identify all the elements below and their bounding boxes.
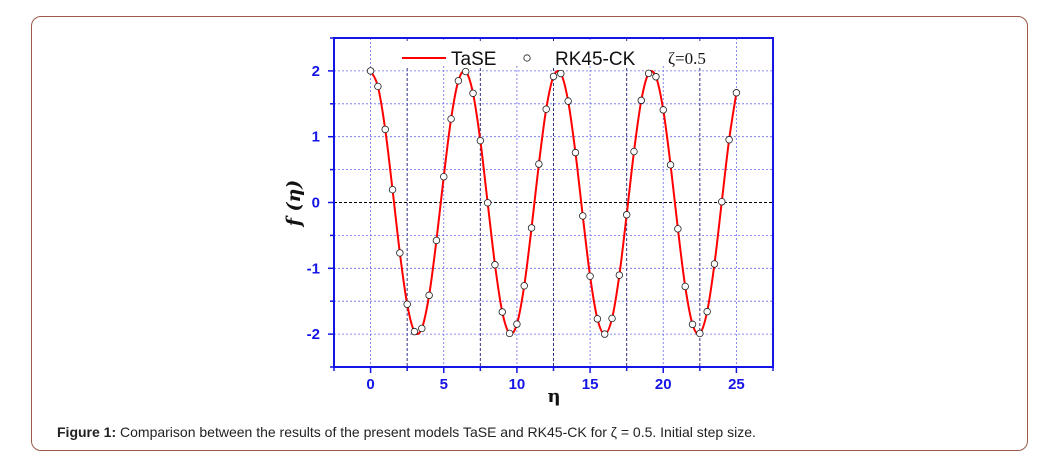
- caption-text: Comparison between the results of the pr…: [116, 424, 756, 440]
- data-point-rk45: [513, 320, 521, 328]
- x-tick-label: 25: [728, 376, 745, 393]
- data-point-rk45: [593, 315, 602, 323]
- data-point-rk45: [476, 136, 485, 145]
- legend-label-tase: TaSE: [451, 49, 496, 70]
- data-point-rk45: [505, 329, 514, 338]
- data-point-rk45: [696, 329, 704, 338]
- caption-label: Figure 1:: [57, 424, 117, 440]
- x-tick-label: 15: [582, 376, 599, 393]
- data-point-rk45: [601, 330, 609, 338]
- data-point-rk45: [388, 185, 397, 194]
- data-point-rk45: [454, 77, 463, 85]
- data-point-rk45: [403, 300, 411, 308]
- y-tick-label: 0: [312, 195, 320, 212]
- figure-caption: Figure 1: Comparison between the results…: [57, 424, 756, 440]
- data-point-rk45: [366, 67, 375, 75]
- x-tick-label: 5: [440, 376, 448, 393]
- data-point-rk45: [440, 173, 448, 181]
- data-point-rk45: [469, 89, 477, 97]
- data-point-rk45: [718, 198, 726, 206]
- data-point-rk45: [615, 271, 624, 279]
- data-point-rk45: [710, 260, 719, 268]
- tick-labels: 0 5 10 15 20 25 -2 -1 0 1 2: [307, 63, 745, 393]
- data-point-rk45: [557, 69, 565, 78]
- data-point-rk45: [703, 307, 711, 316]
- data-point-rk45: [527, 224, 536, 232]
- data-point-rk45: [432, 236, 441, 245]
- data-point-rk45: [644, 69, 653, 78]
- data-point-rk45: [462, 67, 470, 76]
- data-point-rk45: [374, 82, 382, 91]
- data-point-rk45: [732, 89, 741, 97]
- data-point-rk45: [483, 199, 492, 207]
- data-point-rk45: [579, 212, 587, 220]
- x-tick-label: 20: [655, 376, 672, 393]
- data-point-rk45: [396, 249, 404, 257]
- y-tick-label: 1: [312, 129, 320, 146]
- data-point-rk45: [491, 261, 499, 269]
- grid: [334, 38, 773, 367]
- data-point-rk45: [666, 161, 675, 169]
- legend-marker-rk45: [523, 54, 531, 62]
- plot-area: [366, 67, 741, 338]
- data-point-rk45: [535, 160, 543, 168]
- data-point-rk45: [542, 105, 550, 113]
- data-point-rk45: [674, 225, 682, 233]
- y-axis-label: f (η): [283, 180, 305, 229]
- data-point-rk45: [410, 327, 419, 336]
- figure-card: [31, 16, 1028, 451]
- data-point-rk45: [381, 125, 389, 134]
- data-point-rk45: [549, 72, 558, 81]
- legend-label-rk45: RK45-CK: [555, 49, 636, 70]
- legend: TaSE RK45-CK ζ=0.5: [395, 42, 725, 70]
- data-point-rk45: [637, 96, 645, 105]
- data-point-rk45: [498, 308, 506, 316]
- x-tick-label: 10: [509, 376, 526, 393]
- y-tick-label: 2: [312, 63, 320, 80]
- data-point-rk45: [681, 282, 689, 291]
- data-point-rk45: [425, 291, 433, 300]
- y-tick-label: -2: [307, 326, 320, 343]
- data-point-rk45: [688, 320, 697, 329]
- data-point-rk45: [571, 148, 580, 157]
- data-point-rk45: [622, 211, 631, 219]
- data-point-rk45: [447, 115, 455, 123]
- data-point-rk45: [418, 324, 426, 333]
- annotation-zeta: ζ=0.5: [668, 49, 706, 68]
- data-point-rk45: [652, 73, 660, 81]
- data-point-rk45: [608, 314, 616, 323]
- x-axis-label: η: [547, 386, 560, 407]
- data-point-rk45: [520, 282, 528, 290]
- data-point-rk45: [586, 272, 594, 280]
- y-tick-label: -1: [307, 260, 320, 277]
- axes: [328, 37, 774, 373]
- data-point-rk45: [725, 136, 733, 144]
- x-tick-label: 0: [366, 376, 374, 393]
- data-point-rk45: [659, 106, 667, 114]
- data-point-rk45: [630, 147, 638, 156]
- data-point-rk45: [564, 97, 572, 105]
